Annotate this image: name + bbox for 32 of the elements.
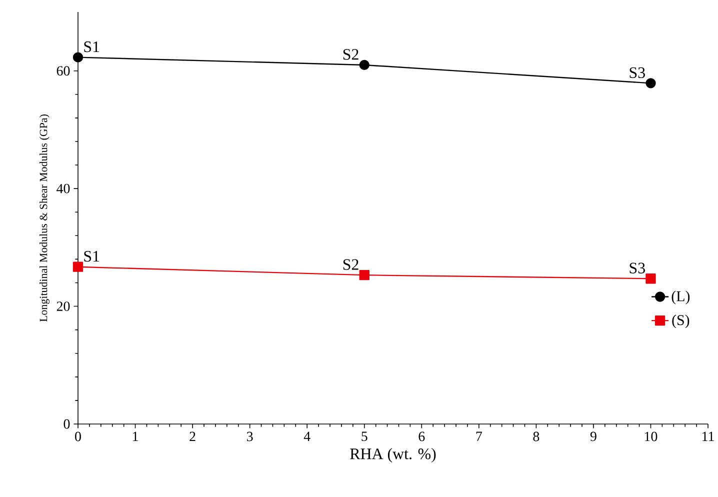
point	[646, 274, 656, 284]
point	[646, 78, 656, 88]
y-tick-label: 0	[64, 419, 70, 429]
x-tick-label: 8	[533, 432, 540, 442]
annotation: S3	[630, 262, 645, 274]
point	[359, 60, 370, 70]
x-tick-label: 10	[644, 432, 658, 442]
x-tick-label: 1	[133, 432, 138, 441]
x-tick-label: 11	[702, 432, 714, 441]
x-axis-title: RHA (wt. %)	[350, 448, 436, 462]
annotation: S2	[343, 49, 358, 60]
point	[359, 270, 370, 280]
y-axis-title: Longitudinal Modulus & Shear Modulus (GPa)	[39, 114, 50, 322]
annotation: S3	[630, 67, 645, 78]
legend-label: (L)	[672, 290, 690, 304]
x-tick-label: 0	[75, 432, 81, 442]
x-tick-label: 7	[476, 432, 482, 441]
point	[72, 52, 84, 62]
x-tick-label: 6	[418, 432, 425, 442]
y-tick-label: 40	[56, 184, 70, 194]
annotation: S1	[84, 41, 100, 52]
y-tick-label: 60	[56, 66, 70, 76]
annotation: S1	[84, 250, 100, 262]
legend-label: (S)	[672, 314, 690, 328]
y-tick-label: 20	[56, 302, 70, 311]
x-tick-label: 3	[247, 432, 253, 442]
annotation: S2	[343, 259, 358, 270]
point	[72, 262, 84, 272]
x-tick-label: 9	[590, 432, 596, 442]
x-tick-label: 5	[362, 432, 368, 442]
x-tick-label: 4	[304, 432, 310, 441]
x-tick-label: 2	[190, 432, 196, 442]
